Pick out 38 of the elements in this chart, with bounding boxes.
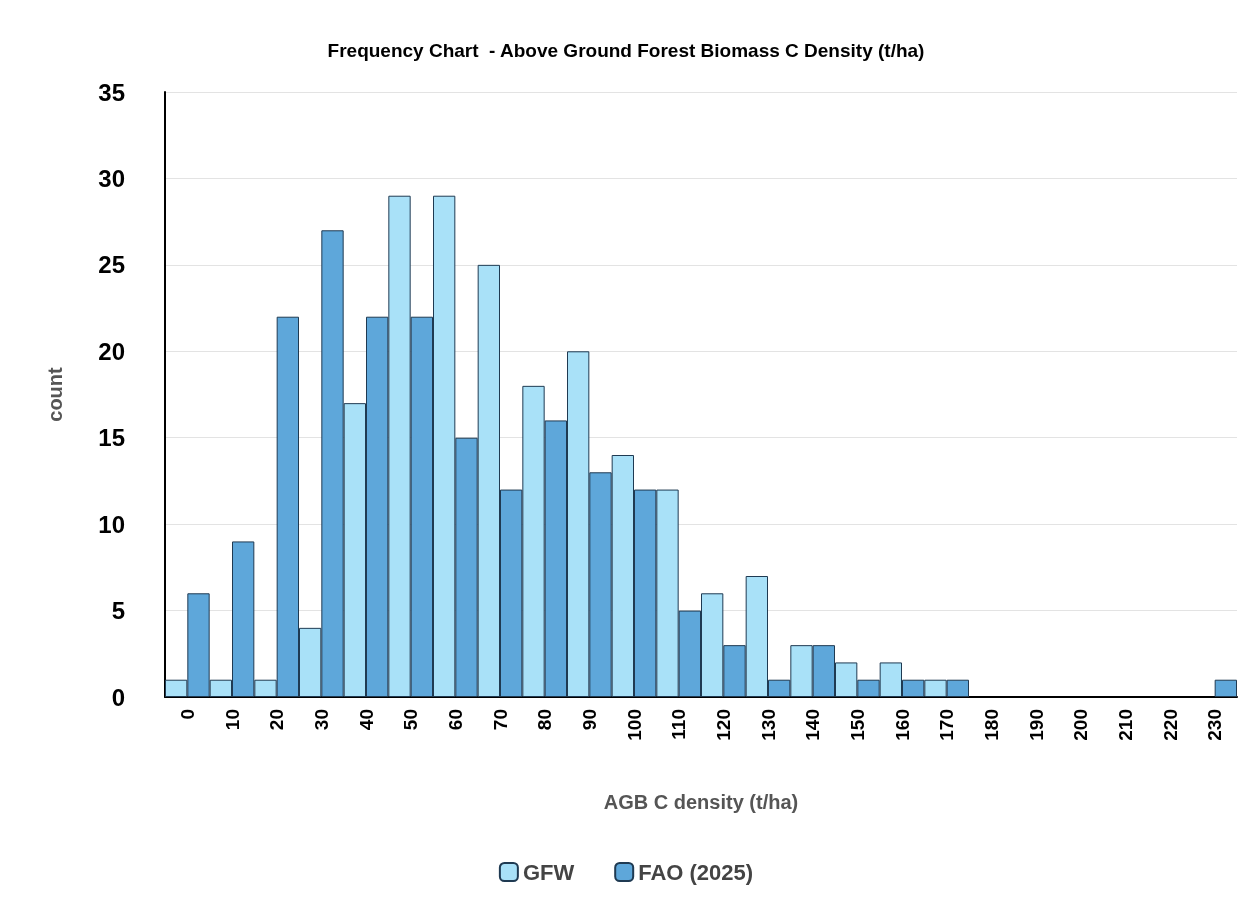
x-tick-label: 230 (1204, 709, 1226, 741)
x-tick-label: 220 (1159, 709, 1181, 741)
x-tick-label: 90 (578, 709, 600, 731)
x-tick-label: 100 (623, 709, 645, 741)
x-tick-label: 130 (757, 709, 779, 741)
x-tick-label: 60 (444, 709, 466, 731)
x-tick-label: 140 (802, 709, 824, 741)
bar (1214, 679, 1237, 697)
x-tick-label: 40 (355, 709, 377, 731)
x-tick-label: 30 (310, 709, 332, 731)
x-tick-label: 110 (668, 709, 690, 740)
chart-title: Frequency Chart - Above Ground Forest Biomass C Density (t/ha) (327, 40, 925, 61)
legend-label: FAO (2025) (638, 859, 754, 885)
x-tick-label: 20 (266, 709, 288, 731)
x-tick-label: 180 (980, 709, 1002, 741)
x-tick-label: 200 (1070, 709, 1092, 741)
y-tick-label: 30 (98, 164, 125, 192)
y-tick-label: 15 (98, 424, 125, 452)
y-tick-label: 0 (111, 683, 125, 711)
x-tick-label: 160 (891, 709, 913, 741)
x-tick-label: 210 (1114, 709, 1136, 741)
y-axis-title: count (44, 366, 66, 422)
x-tick-label: 10 (221, 709, 243, 731)
x-tick-label: 50 (400, 709, 422, 731)
y-tick-label: 20 (98, 337, 125, 365)
x-tick-label: 70 (489, 709, 511, 731)
y-tick-label: 35 (98, 78, 125, 106)
x-tick-label: 120 (712, 709, 734, 741)
y-tick-label: 10 (98, 510, 125, 538)
x-tick-label: 150 (846, 709, 868, 741)
x-tick-label: 170 (936, 709, 958, 741)
y-tick-label: 5 (111, 597, 125, 625)
x-tick-label: 190 (1025, 709, 1047, 741)
x-tick-label: 0 (176, 709, 198, 720)
x-tick-label: 80 (534, 709, 556, 731)
y-tick-label: 25 (98, 251, 125, 279)
x-axis-title: AGB C density (t/ha) (603, 791, 799, 813)
legend-label: GFW (522, 859, 575, 885)
